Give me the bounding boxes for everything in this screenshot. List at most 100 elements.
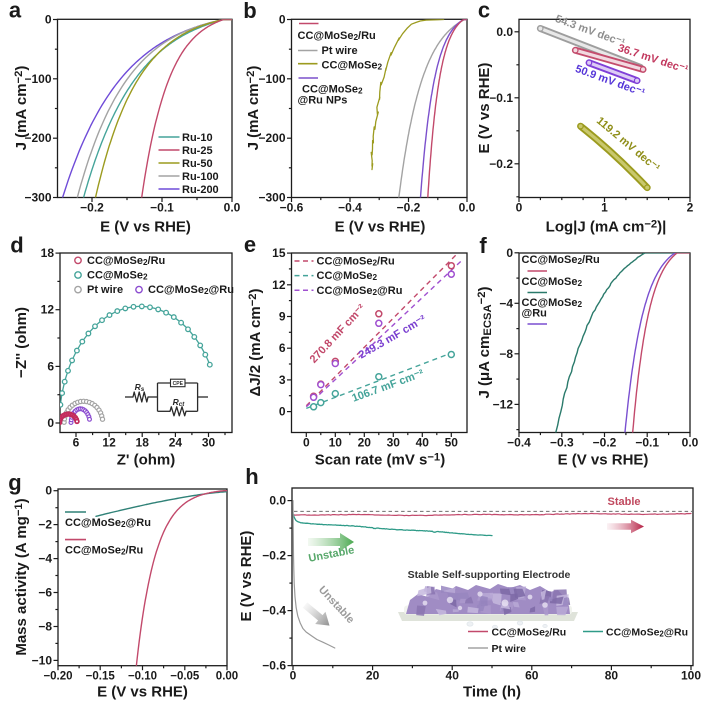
svg-text:CC@MoSe2: CC@MoSe2 — [322, 60, 383, 72]
svg-text:0: 0 — [516, 201, 523, 215]
svg-text:b: b — [243, 0, 256, 23]
svg-text:CC@MoSe2: CC@MoSe2 — [87, 270, 148, 282]
svg-text:−0.1: −0.1 — [635, 436, 659, 450]
svg-text:2: 2 — [687, 201, 694, 215]
svg-text:−0.4: −0.4 — [507, 436, 531, 450]
svg-text:−0.2: −0.2 — [489, 157, 513, 171]
svg-text:@Ru: @Ru — [522, 308, 547, 320]
svg-text:−0.2: −0.2 — [262, 549, 286, 563]
svg-text:c: c — [478, 0, 490, 23]
svg-text:E (V vs RHE): E (V vs RHE) — [97, 684, 188, 701]
svg-text:Rs: Rs — [135, 382, 145, 393]
svg-text:a: a — [9, 0, 22, 23]
svg-text:CC@MoSe2@Ru: CC@MoSe2@Ru — [606, 627, 688, 639]
svg-text:J (mA cm−2): J (mA cm−2) — [245, 66, 262, 151]
svg-text:6: 6 — [279, 341, 286, 355]
svg-text:−0.20: −0.20 — [43, 671, 72, 683]
svg-text:−0.3: −0.3 — [550, 436, 574, 450]
svg-text:12: 12 — [272, 278, 286, 292]
svg-text:40: 40 — [416, 436, 430, 450]
svg-text:30: 30 — [202, 436, 216, 450]
svg-text:12: 12 — [102, 436, 116, 450]
svg-text:0.0: 0.0 — [459, 201, 476, 215]
svg-text:0: 0 — [506, 246, 513, 260]
svg-text:−0.05: −0.05 — [170, 671, 200, 683]
svg-text:15: 15 — [272, 246, 286, 260]
svg-text:h: h — [245, 464, 258, 489]
svg-text:Pt wire: Pt wire — [87, 284, 123, 296]
svg-text:Mass activity (A mg−1): Mass activity (A mg−1) — [13, 498, 30, 655]
svg-text:−10: −10 — [32, 653, 53, 667]
svg-text:0.00: 0.00 — [216, 671, 238, 683]
svg-text:Log|J (mA cm−2)|: Log|J (mA cm−2)| — [546, 218, 667, 235]
svg-text:0.0: 0.0 — [682, 436, 699, 450]
svg-text:−0.1: −0.1 — [489, 91, 513, 105]
svg-text:24: 24 — [169, 436, 183, 450]
svg-text:CC@MoSe2@Ru: CC@MoSe2@Ru — [148, 284, 234, 296]
svg-text:−0.2: −0.2 — [80, 201, 104, 215]
svg-text:−0.2: −0.2 — [593, 436, 617, 450]
svg-text:CC@MoSe2: CC@MoSe2 — [302, 84, 363, 96]
svg-text:Ru-25: Ru-25 — [182, 145, 213, 157]
svg-text:Scan rate (mV s−1): Scan rate (mV s−1) — [315, 451, 445, 468]
svg-text:−100: −100 — [258, 72, 285, 86]
svg-text:0: 0 — [47, 416, 54, 430]
svg-text:−4: −4 — [499, 296, 513, 310]
svg-text:Rct: Rct — [173, 397, 186, 408]
svg-text:−300: −300 — [258, 191, 285, 205]
svg-text:0.0: 0.0 — [496, 25, 513, 39]
svg-text:−6: −6 — [38, 586, 52, 600]
svg-text:CC@MoSe2/Ru: CC@MoSe2/Ru — [492, 627, 567, 639]
svg-text:Pt wire: Pt wire — [492, 643, 527, 655]
svg-text:80: 80 — [605, 669, 619, 683]
svg-text:@Ru NPs: @Ru NPs — [298, 95, 348, 107]
svg-text:−0.10: −0.10 — [128, 671, 157, 683]
svg-text:CC@MoSe2@Ru: CC@MoSe2@Ru — [317, 285, 403, 297]
svg-text:20: 20 — [358, 436, 372, 450]
svg-text:0.0: 0.0 — [224, 201, 241, 215]
svg-text:0: 0 — [303, 436, 310, 450]
svg-text:Ru-50: Ru-50 — [182, 158, 213, 170]
svg-text:CC@MoSe2: CC@MoSe2 — [522, 276, 583, 288]
svg-text:CC@MoSe2: CC@MoSe2 — [522, 297, 583, 309]
svg-text:E (V vs RHE): E (V vs RHE) — [335, 219, 426, 236]
svg-text:E (V vs RHE): E (V vs RHE) — [238, 531, 255, 622]
svg-text:CC@MoSe2/Ru: CC@MoSe2/Ru — [522, 254, 600, 266]
svg-text:CC@MoSe2/Ru: CC@MoSe2/Ru — [298, 30, 376, 42]
svg-text:40: 40 — [446, 669, 460, 683]
svg-text:e: e — [244, 232, 256, 257]
svg-text:0.0: 0.0 — [269, 494, 286, 508]
svg-text:−0.2: −0.2 — [397, 201, 421, 215]
svg-text:3: 3 — [279, 373, 286, 387]
svg-text:CPE: CPE — [173, 381, 184, 387]
svg-text:10: 10 — [329, 436, 343, 450]
svg-text:0: 0 — [279, 13, 286, 27]
svg-text:E (V vs RHE): E (V vs RHE) — [100, 219, 191, 236]
svg-text:−2: −2 — [38, 518, 52, 532]
svg-text:−12: −12 — [493, 397, 514, 411]
svg-text:−0.6: −0.6 — [262, 659, 286, 673]
svg-text:Ru-200: Ru-200 — [182, 184, 219, 196]
svg-text:−8: −8 — [499, 347, 513, 361]
svg-text:0: 0 — [290, 669, 297, 683]
svg-text:E (V vs RHE): E (V vs RHE) — [476, 63, 493, 154]
svg-text:CC@MoSe2@Ru: CC@MoSe2@Ru — [65, 517, 151, 529]
svg-text:−0.4: −0.4 — [262, 604, 286, 618]
svg-text:−0.6: −0.6 — [280, 201, 304, 215]
svg-text:6: 6 — [73, 436, 80, 450]
svg-text:50: 50 — [445, 436, 459, 450]
svg-text:CC@MoSe2: CC@MoSe2 — [317, 270, 378, 282]
svg-text:100: 100 — [681, 669, 701, 683]
svg-text:Ru-10: Ru-10 — [182, 132, 213, 144]
svg-text:30: 30 — [387, 436, 401, 450]
svg-text:Ru-100: Ru-100 — [182, 171, 219, 183]
svg-text:Z' (ohm): Z' (ohm) — [117, 452, 176, 469]
svg-text:Pt wire: Pt wire — [322, 45, 358, 57]
svg-text:−0.1: −0.1 — [150, 201, 174, 215]
svg-text:Time (h): Time (h) — [463, 684, 521, 701]
svg-text:−Z'' (ohm): −Z'' (ohm) — [13, 307, 30, 378]
svg-text:−300: −300 — [24, 191, 51, 205]
svg-text:f: f — [479, 233, 487, 258]
svg-text:−8: −8 — [38, 620, 52, 634]
svg-text:Stable: Stable — [607, 496, 640, 508]
